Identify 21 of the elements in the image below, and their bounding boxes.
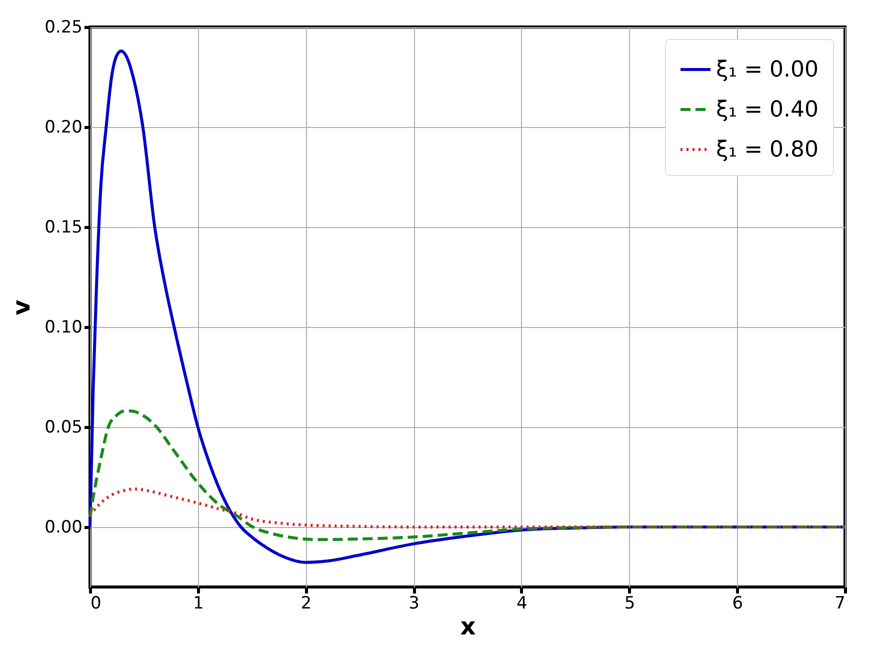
x-tick-label: 7 — [834, 594, 846, 614]
x-tick-label: 4 — [516, 594, 528, 614]
x-tick-label: 5 — [624, 594, 636, 614]
x-tick-label: 2 — [300, 594, 312, 614]
y-axis-title: v — [8, 299, 36, 316]
line-series — [88, 488, 846, 528]
x-axis-title: x — [460, 612, 476, 640]
x-tick-label: 1 — [192, 594, 204, 614]
y-tick-label: 0.00 — [44, 518, 82, 538]
line-series — [88, 410, 846, 542]
y-tick-label: 0.25 — [44, 18, 82, 38]
x-tick-label: 0 — [90, 594, 102, 614]
y-tick-label: 0.05 — [44, 418, 82, 438]
x-tick-label: 6 — [732, 594, 744, 614]
y-tick-label: 0.20 — [44, 118, 82, 138]
x-tick-label: 3 — [408, 594, 420, 614]
y-tick-label: 0.15 — [44, 218, 82, 238]
legend-label: ξ₁ = 0.80 — [716, 138, 818, 162]
y-tick-label: 0.10 — [44, 318, 82, 338]
legend-label: ξ₁ = 0.40 — [716, 98, 818, 122]
legend-label: ξ₁ = 0.00 — [716, 58, 818, 82]
